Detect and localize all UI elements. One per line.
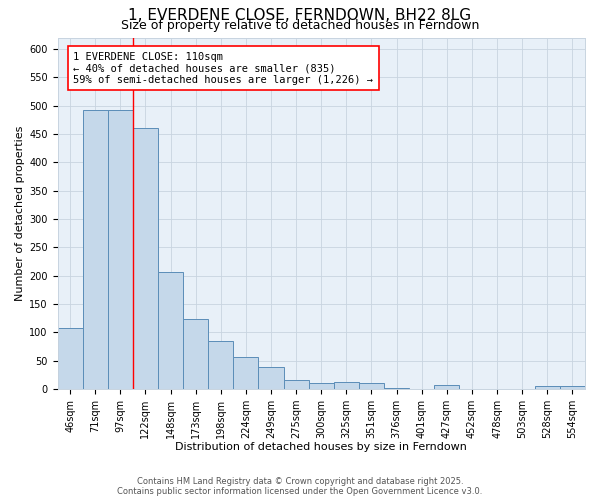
Bar xyxy=(108,110,133,389)
Bar xyxy=(535,386,560,389)
Bar xyxy=(334,382,359,389)
Bar xyxy=(284,380,308,389)
Bar xyxy=(308,384,334,389)
Bar xyxy=(233,357,259,389)
Bar xyxy=(58,328,83,389)
Bar xyxy=(384,388,409,389)
Bar xyxy=(434,385,460,389)
Bar xyxy=(133,128,158,389)
Text: 1 EVERDENE CLOSE: 110sqm
← 40% of detached houses are smaller (835)
59% of semi-: 1 EVERDENE CLOSE: 110sqm ← 40% of detach… xyxy=(73,52,373,85)
Bar xyxy=(359,384,384,389)
Bar xyxy=(83,110,108,389)
Text: 1, EVERDENE CLOSE, FERNDOWN, BH22 8LG: 1, EVERDENE CLOSE, FERNDOWN, BH22 8LG xyxy=(128,8,472,22)
Text: Contains HM Land Registry data © Crown copyright and database right 2025.
Contai: Contains HM Land Registry data © Crown c… xyxy=(118,476,482,496)
Bar xyxy=(560,386,585,389)
Bar xyxy=(259,367,284,389)
Bar xyxy=(183,319,208,389)
Bar xyxy=(158,272,183,389)
Bar xyxy=(208,342,233,389)
Y-axis label: Number of detached properties: Number of detached properties xyxy=(15,126,25,301)
Text: Size of property relative to detached houses in Ferndown: Size of property relative to detached ho… xyxy=(121,19,479,32)
X-axis label: Distribution of detached houses by size in Ferndown: Distribution of detached houses by size … xyxy=(175,442,467,452)
